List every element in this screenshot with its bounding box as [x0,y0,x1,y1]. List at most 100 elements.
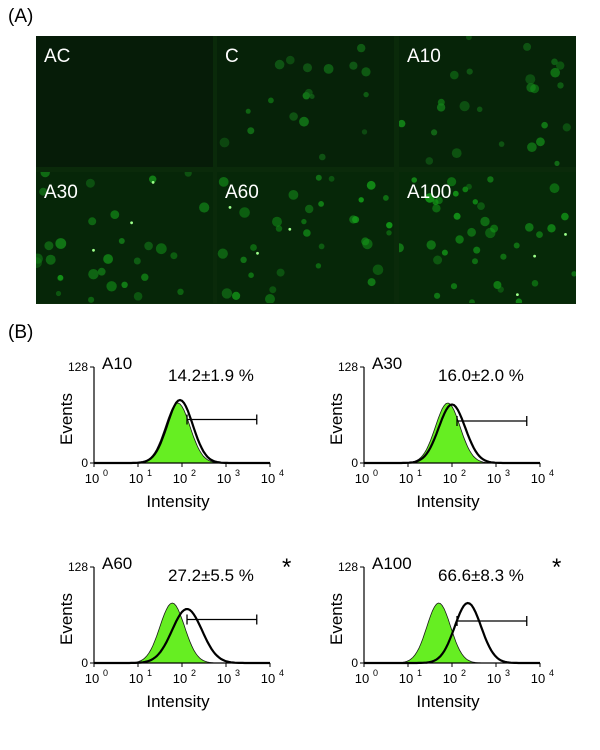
y-axis-label: Events [57,393,76,445]
micrograph-background [399,36,576,167]
micrograph-label: A10 [407,46,441,67]
cell-spot [40,172,50,178]
micrograph-a100: A100 [399,172,576,303]
series-control-area [364,402,540,464]
cell-spot [425,193,435,203]
bright-spot [130,221,133,225]
cell-spot [523,42,532,51]
y-tick-label: 128 [338,560,358,574]
significance-marker: * [552,554,561,581]
y-tick-label: 128 [68,560,88,574]
cell-spot [170,252,178,260]
cell-spot [217,248,228,259]
bright-spot [151,181,155,184]
cell-spot [177,288,184,295]
cell-spot [561,212,569,221]
cell-spot [515,298,523,303]
y-tick-label: 0 [351,456,358,470]
cell-spot [361,67,371,77]
y-tick-label: 128 [68,360,88,374]
cell-spot [358,197,364,203]
cell-spot [218,177,229,187]
cell-spot [455,235,464,244]
y-axis-label: Events [327,593,346,645]
cell-spot [453,212,461,220]
cell-spot [366,180,376,190]
cell-spot [97,267,106,276]
x-tick-label: 10 [355,471,369,486]
x-tick-label: 10 [443,671,457,686]
micrograph-background [217,36,394,167]
percent-annotation: 66.6±8.3 % [438,566,524,585]
cell-spot [500,253,507,260]
cell-spot [299,116,309,127]
cell-spot [250,244,257,251]
cell-spot [527,142,537,152]
micrograph-grid: AC C A10 A30 A60 A100 [36,36,576,304]
cell-spot [361,237,370,246]
cell-spot [435,196,443,205]
cell-spot [399,243,404,253]
cell-spot [436,103,446,112]
cell-spot [286,55,295,65]
histogram-a10: 0 128 10 0 10 1 10 2 10 3 10 4 A10 14.2±1.9 % Events In… [30,345,300,545]
x-axis-label: Intensity [416,692,480,711]
cell-spot [556,61,565,70]
cell-spot [383,195,389,201]
cell-spot [88,296,95,303]
cell-spot [411,177,417,183]
cell-spot [245,108,251,114]
cell-spot [276,268,285,277]
cell-spot [547,224,556,233]
histogram-a60: 0 128 10 0 10 1 10 2 10 3 10 4 A60 27.2±5.5 % * Events I… [30,545,300,745]
micrograph-a10: A10 [399,36,576,167]
cell-spot [303,63,312,73]
cell-spot [121,281,128,288]
micrograph-a30: A30 [36,172,213,303]
cell-spot [272,216,282,227]
x-axis-label: Intensity [416,492,480,511]
cell-spot [562,123,571,132]
cell-spot [550,67,560,78]
x-tick-exponent: 2 [191,668,196,678]
cell-spot [447,177,457,187]
cell-spot [288,190,299,200]
percent-annotation: 27.2±5.5 % [168,566,254,585]
panel-label-b: (B) [8,322,34,343]
cell-spot [480,216,490,227]
cell-spot [557,82,564,89]
cell-spot [434,292,441,299]
cell-spot [247,127,255,135]
cell-spot [199,202,210,213]
micrograph-label: A30 [44,182,78,203]
x-axis-label: Intensity [146,492,210,511]
micrograph-label: AC [44,46,71,67]
x-tick-label: 10 [261,671,275,686]
y-tick-label: 0 [81,456,88,470]
cell-spot [305,204,314,214]
x-tick-exponent: 3 [505,468,510,478]
cell-spot [425,157,434,165]
cell-spot [551,58,558,66]
x-tick-label: 10 [487,471,501,486]
cell-spot [372,264,384,276]
y-tick-label: 0 [81,656,88,670]
histogram-title: A30 [372,354,402,373]
x-tick-exponent: 2 [191,468,196,478]
cell-spot [274,59,285,70]
cell-spot [39,187,48,196]
x-tick-label: 10 [487,671,501,686]
cell-spot [55,290,62,297]
significance-marker: * [282,554,291,581]
cell-spot [318,243,325,250]
cell-spot [301,218,307,225]
cell-spot [450,70,459,80]
cell-spot [513,242,520,249]
x-tick-exponent: 1 [417,468,422,478]
x-tick-label: 10 [355,671,369,686]
cell-spot [473,246,481,254]
y-axis-label: Events [327,393,346,445]
cell-spot [323,64,334,74]
histogram-title: A100 [372,554,412,573]
